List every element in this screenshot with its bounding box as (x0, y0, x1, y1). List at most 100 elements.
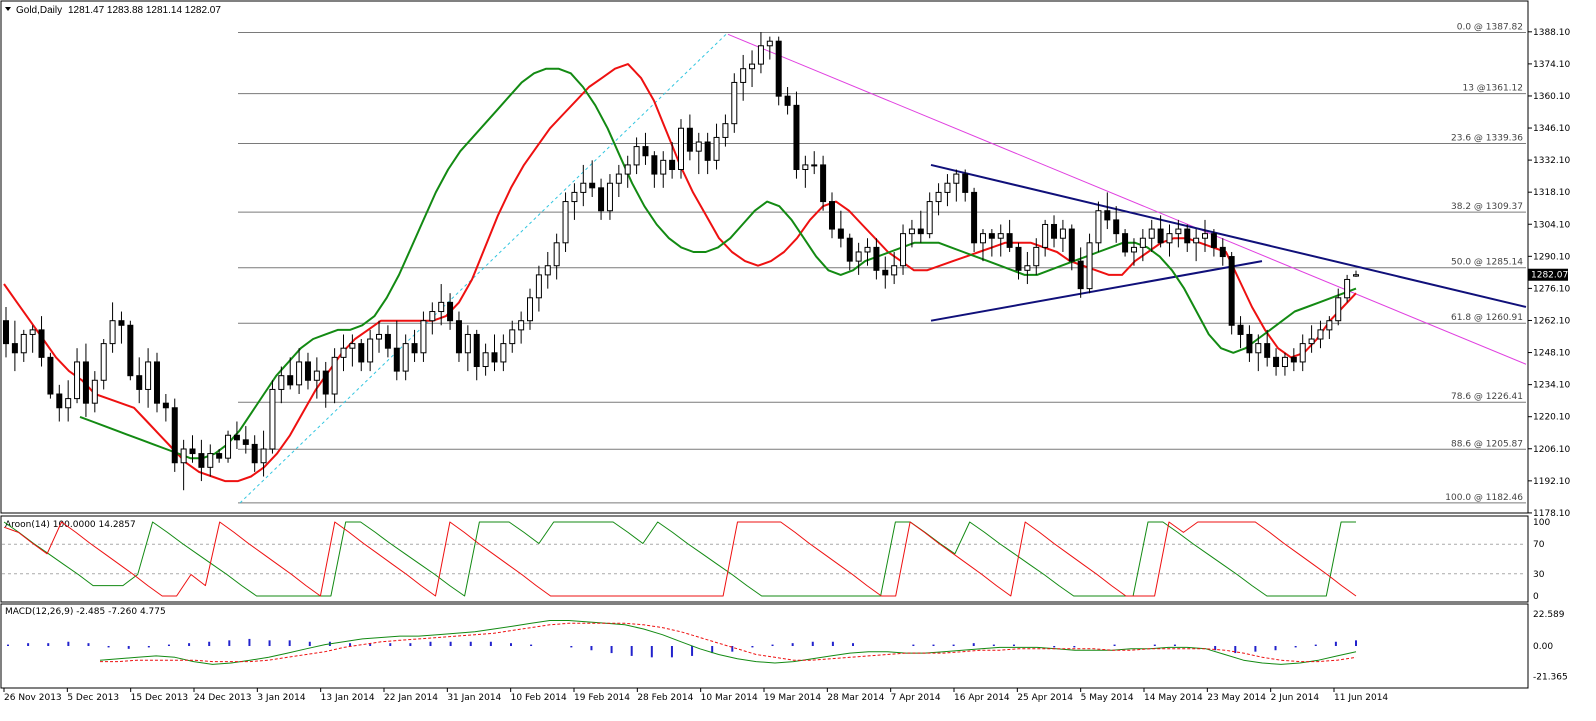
candle-bullish (518, 320, 525, 331)
magenta-trendline (727, 33, 1527, 365)
price-tick-label: 1192.10 (1533, 477, 1570, 487)
candle-bullish (29, 329, 36, 335)
price-tick-label: 1360.10 (1533, 92, 1570, 102)
candle-bearish (198, 453, 205, 468)
candle-bullish (20, 333, 27, 354)
date-tick-label: 15 Dec 2013 (131, 693, 189, 703)
candle-bullish (1255, 343, 1262, 354)
fib-level-label: 38.2 @ 1309.37 (1451, 202, 1523, 212)
candle-bullish (402, 343, 409, 372)
ohlc-readout: 1281.47 1283.88 1281.14 1282.07 (68, 5, 221, 16)
main-panel-frame (0, 0, 1529, 514)
candle-bearish (1077, 260, 1084, 290)
candle-bearish (393, 347, 400, 372)
candle-bullish (367, 338, 374, 363)
candle-bearish (1219, 246, 1226, 258)
candle-bullish (571, 191, 578, 203)
candle-bearish (1184, 228, 1191, 244)
price-tick-label: 1262.10 (1533, 316, 1570, 326)
candle-bearish (127, 324, 134, 377)
candle-bullish (1202, 233, 1209, 239)
upper-triangle-trendline (930, 163, 1527, 308)
candle-bearish (846, 237, 853, 262)
price-tick-label: 1318.10 (1533, 188, 1570, 198)
candle-bullish (349, 343, 356, 349)
candle-bearish (455, 320, 462, 354)
candle-bearish (988, 233, 995, 239)
macd-tick-label: -21.365 (1533, 672, 1568, 682)
candle-bearish (882, 269, 889, 276)
lower-triangle-trendline (930, 260, 1263, 322)
price-tick-label: 1276.10 (1533, 284, 1570, 294)
date-tick-label: 19 Feb 2014 (574, 693, 630, 703)
price-tick-label: 1248.10 (1533, 349, 1570, 359)
candle-bearish (793, 104, 800, 170)
current-price-label: 1282.07 (1531, 271, 1568, 281)
date-tick-label: 10 Mar 2014 (701, 693, 758, 703)
fib-level-label: 23.6 @ 1339.36 (1451, 133, 1523, 143)
ema-red-line (3, 63, 1357, 483)
candle-bullish (660, 159, 667, 175)
date-tick-label: 5 Dec 2013 (67, 693, 119, 703)
candle-bearish (1264, 343, 1271, 358)
candle-bearish (1006, 233, 1013, 248)
candle-bearish (1122, 233, 1129, 253)
candle-bearish (56, 393, 63, 409)
candle-bullish (953, 173, 960, 184)
candle-bullish (1033, 246, 1040, 267)
aroon-tick-label: 100 (1533, 518, 1550, 528)
candle-bullish (678, 127, 684, 170)
candle-bearish (971, 191, 978, 244)
candle-bearish (242, 439, 249, 445)
candle-bullish (926, 201, 933, 235)
candle-bullish (1166, 233, 1173, 244)
candle-bullish (891, 265, 898, 276)
candle-bullish (864, 246, 871, 253)
candle-bullish (1326, 320, 1333, 331)
candle-bullish (109, 320, 116, 345)
candle-bullish (207, 453, 214, 468)
macd-signal-line (100, 622, 1357, 663)
candle-bullish (482, 352, 489, 368)
date-tick-label: 26 Nov 2013 (4, 693, 62, 703)
date-tick-label: 3 Jan 2014 (257, 693, 305, 703)
candle-bearish (11, 343, 18, 354)
candle-bearish (118, 320, 125, 326)
candle-bullish (1175, 228, 1182, 235)
candle-bullish (855, 251, 862, 262)
date-tick-label: 24 Dec 2013 (194, 693, 252, 703)
candle-bearish (491, 352, 498, 363)
date-tick-label: 11 Jun 2014 (1334, 693, 1388, 703)
candle-bearish (233, 434, 240, 441)
date-tick-label: 16 Apr 2014 (954, 693, 1010, 703)
candle-bullish (553, 242, 560, 267)
candle-bearish (642, 146, 649, 157)
date-tick-label: 31 Jan 2014 (447, 693, 501, 703)
macd-label: MACD(12,26,9) -2.485 -7.260 4.775 (5, 607, 166, 617)
macd-main-line (99, 620, 1357, 665)
candle-bullish (296, 361, 303, 386)
candle-bullish (1139, 237, 1146, 248)
fibonacci-levels: 0.0 @ 1387.82 13 @1361.12 23.6 @ 1339.36 38… (238, 22, 1526, 504)
candle-bearish (1157, 228, 1164, 244)
candle-bullish (633, 146, 640, 166)
candle-bullish (811, 164, 818, 167)
date-tick-label: 14 May 2014 (1144, 693, 1203, 703)
candle-bullish (1193, 237, 1200, 244)
candle-bearish (828, 201, 835, 230)
candle-bearish (287, 375, 294, 386)
candle-bearish (598, 187, 605, 212)
candle-bullish (180, 448, 187, 464)
candle-bullish (1086, 242, 1093, 290)
candle-bearish (1113, 219, 1120, 235)
price-tick-label: 1220.10 (1533, 413, 1570, 423)
current-price-marker (1528, 268, 1568, 281)
candle-bullish (1281, 356, 1288, 368)
candle-bullish (1059, 228, 1066, 239)
candle-bullish (429, 311, 436, 322)
candle-bullish (749, 63, 756, 70)
candle-bullish (935, 191, 942, 203)
candle-bearish (775, 40, 782, 97)
